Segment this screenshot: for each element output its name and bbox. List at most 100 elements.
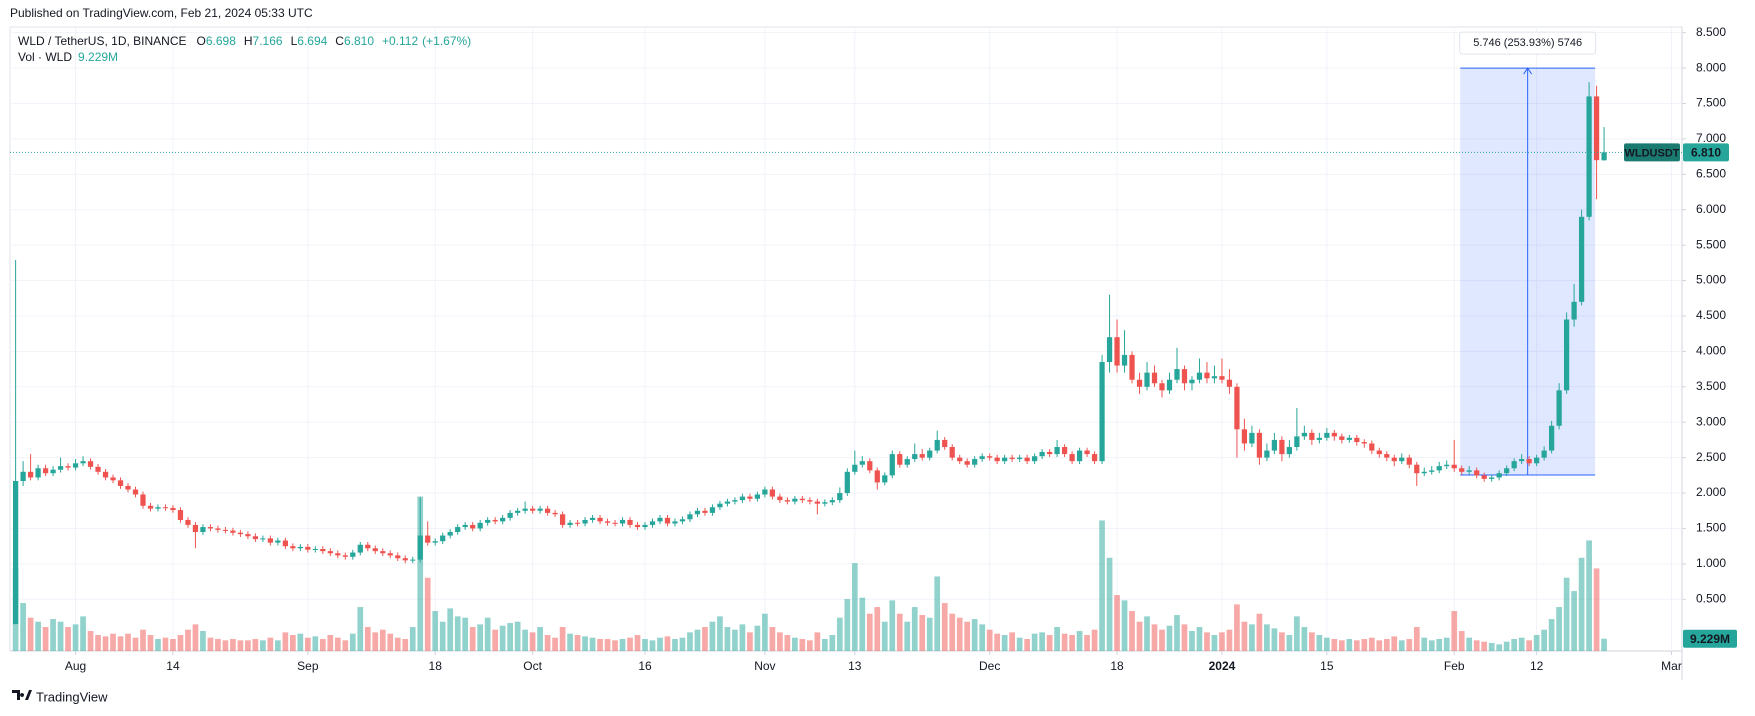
volume-bar (529, 632, 536, 651)
volume-bar (185, 629, 191, 651)
candle-body (904, 459, 910, 465)
candle-body (417, 535, 423, 560)
volume-bar (649, 640, 656, 651)
volume-bar (1383, 639, 1390, 651)
candle-body (627, 519, 633, 525)
candle-body (694, 510, 701, 515)
x-tick-label: Sep (297, 659, 319, 673)
y-tick-label: 2.000 (1696, 485, 1726, 499)
candle-body (1091, 454, 1098, 462)
x-tick-label: 13 (848, 659, 862, 673)
x-tick-label: 16 (638, 659, 652, 673)
candle-body (1346, 437, 1352, 440)
volume-bar (230, 639, 236, 651)
candle-body (27, 471, 34, 478)
x-tick-label: Nov (754, 659, 775, 673)
volume-bar (1376, 640, 1383, 651)
volume-bar (1413, 627, 1420, 651)
volume-bar (1458, 631, 1465, 651)
candle-body (1593, 96, 1600, 161)
candle-body (387, 553, 393, 556)
volume-bar (192, 624, 199, 651)
candle-body (1114, 337, 1120, 366)
candle-body (927, 450, 933, 458)
volume-legend-title: Vol · WLD (18, 50, 72, 64)
candle-body (1129, 354, 1135, 380)
candle-body (1144, 372, 1150, 387)
volume-bar (949, 613, 956, 651)
x-tick-label: Feb (1444, 659, 1465, 673)
candle-body (110, 477, 116, 481)
candle-body (717, 503, 723, 508)
volume-bar (110, 633, 116, 651)
candle-body (769, 489, 776, 497)
candle-body (162, 507, 169, 509)
candle-body (1549, 425, 1555, 451)
legend-key: C (335, 34, 344, 48)
volume-bar (1136, 621, 1143, 651)
candle-body (215, 528, 221, 530)
candle-body (912, 454, 918, 460)
candle-body (282, 540, 288, 547)
candle-body (72, 463, 79, 468)
candle-body (1039, 451, 1045, 457)
volume-bar (664, 636, 671, 651)
volume-bar (477, 624, 484, 651)
candle-body (1099, 362, 1105, 462)
volume-bar (132, 637, 139, 651)
volume-bar (1503, 641, 1510, 651)
volume-bar (1346, 639, 1353, 651)
candle-body (739, 496, 746, 501)
candle-body (260, 538, 266, 540)
candle-body (679, 519, 686, 522)
candle-body (1121, 354, 1128, 366)
volume-bar (1368, 637, 1375, 651)
volume-bar (484, 617, 491, 651)
footer-logo (12, 690, 32, 700)
candle-body (432, 541, 438, 543)
candle-body (312, 549, 318, 551)
volume-bar (1174, 615, 1180, 651)
candle-body (402, 558, 408, 561)
candle-body (949, 447, 955, 458)
candle-body (1017, 457, 1023, 460)
candle-body (485, 519, 491, 523)
volume-bar (1316, 635, 1323, 651)
candle-body (1324, 432, 1330, 438)
volume-bar (1323, 637, 1330, 651)
candle-body (754, 494, 761, 499)
volume-bar (364, 627, 371, 651)
candle-body (889, 454, 895, 476)
volume-bar (155, 639, 161, 651)
y-tick-label: 7.500 (1696, 96, 1726, 110)
candle-body (230, 530, 236, 533)
candle-body (1578, 216, 1585, 302)
volume-bar (1024, 639, 1030, 651)
candle-body (1204, 372, 1210, 379)
candle-body (1526, 459, 1532, 464)
candle-body (1586, 96, 1592, 217)
volume-bar (544, 635, 551, 651)
volume-bar (934, 576, 941, 651)
volume-bar (1331, 639, 1338, 651)
volume-bar (349, 633, 356, 651)
candle-body (1286, 447, 1293, 455)
volume-bar (1061, 633, 1068, 651)
volume-bars (12, 496, 1607, 651)
volume-bar (1249, 624, 1255, 651)
candle-body (342, 555, 348, 557)
volume-bar (769, 627, 776, 651)
candle-body (522, 508, 528, 511)
candle-body (1084, 450, 1090, 455)
volume-bar (462, 617, 469, 651)
volume-bar (1039, 632, 1045, 651)
candle-body (537, 508, 543, 511)
volume-bar (979, 624, 986, 651)
volume-bar (702, 627, 708, 651)
volume-bar (1511, 639, 1518, 651)
candle-body (365, 544, 371, 549)
volume-bar (1009, 632, 1015, 651)
volume-bar (747, 632, 753, 651)
candle-body (642, 524, 648, 528)
